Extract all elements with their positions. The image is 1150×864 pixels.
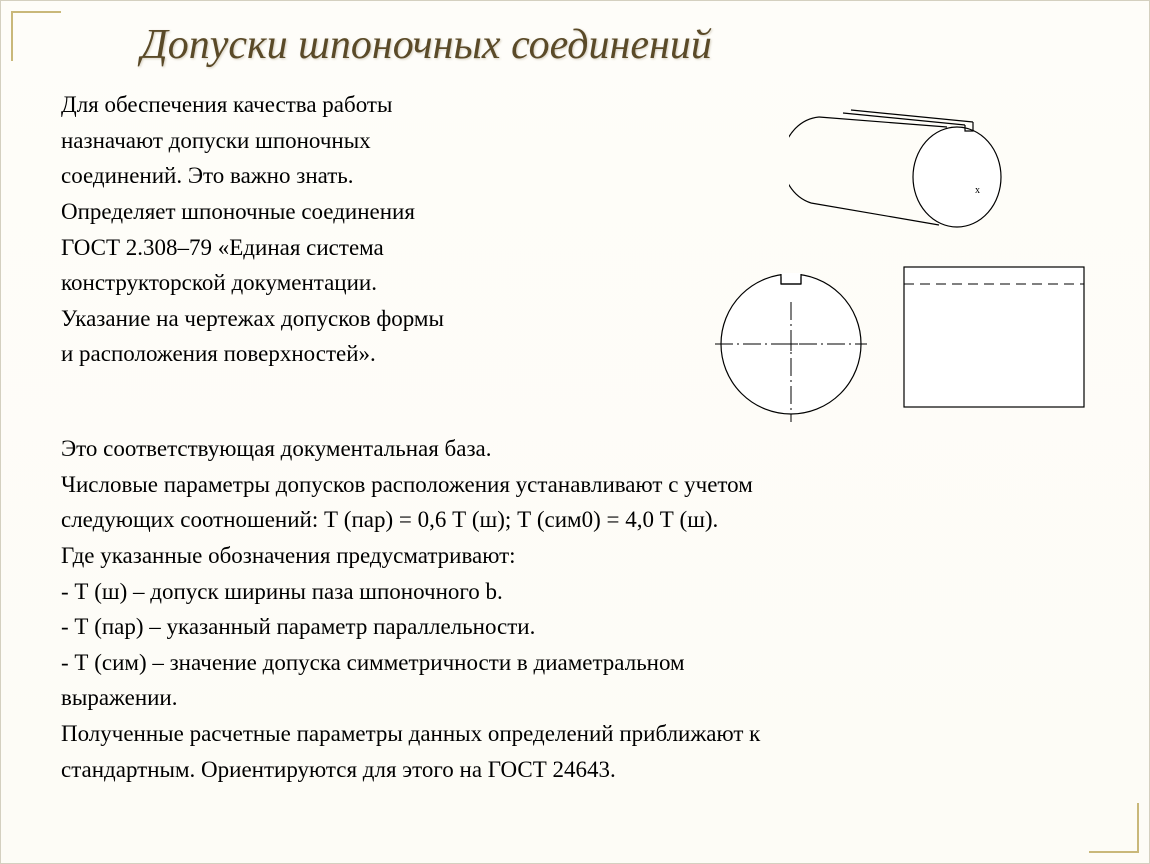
para-line: соединений. Это важно знать. <box>61 158 689 194</box>
para-line: Для обеспечения качества работы <box>61 87 689 123</box>
circle-front-view <box>709 262 874 427</box>
para-line: Числовые параметры допусков расположения… <box>61 467 1089 503</box>
text-column-left: Для обеспечения качества работы назначаю… <box>61 87 689 427</box>
para-line: Это соответствующая документальная база. <box>61 431 1089 467</box>
para-line: Где указанные обозначения предусматриваю… <box>61 538 1089 574</box>
full-width-text: Это соответствующая документальная база.… <box>61 431 1089 787</box>
diagram-cylinder-wrap: x <box>709 97 1089 237</box>
para-line: - Т (сим) – значение допуска симметрично… <box>61 645 1089 681</box>
para-line: Определяет шпоночные соединения <box>61 194 689 230</box>
para-line: стандартным. Ориентируются для этого на … <box>61 752 1089 788</box>
ornament-bottom-right <box>1089 803 1139 853</box>
para-line: назначают допуски шпоночных <box>61 123 689 159</box>
para-line: следующих соотношений: Т (пар) = 0,6 Т (… <box>61 502 1089 538</box>
cylinder-diagram: x <box>789 97 1009 237</box>
para-line: ГОСТ 2.308–79 «Единая система <box>61 230 689 266</box>
rectangle-side-view <box>899 262 1089 417</box>
cylinder-label: x <box>975 185 980 196</box>
slide-title: Допуски шпоночных соединений <box>61 21 1089 69</box>
para-line: и расположения поверхностей». <box>61 336 689 372</box>
ornament-top-left <box>11 11 61 61</box>
diagram-bottom-row <box>709 262 1089 427</box>
content-area: Для обеспечения качества работы назначаю… <box>61 87 1089 427</box>
para-line: конструкторской документации. <box>61 265 689 301</box>
para-line: Указание на чертежах допусков формы <box>61 301 689 337</box>
diagram-column: x <box>709 87 1089 427</box>
slide-container: Допуски шпоночных соединений Для обеспеч… <box>0 0 1150 864</box>
para-line: выражении. <box>61 680 1089 716</box>
para-line: - Т (ш) – допуск ширины паза шпоночного … <box>61 574 1089 610</box>
para-line: Полученные расчетные параметры данных оп… <box>61 716 1089 752</box>
para-line: - Т (пар) – указанный параметр параллель… <box>61 609 1089 645</box>
